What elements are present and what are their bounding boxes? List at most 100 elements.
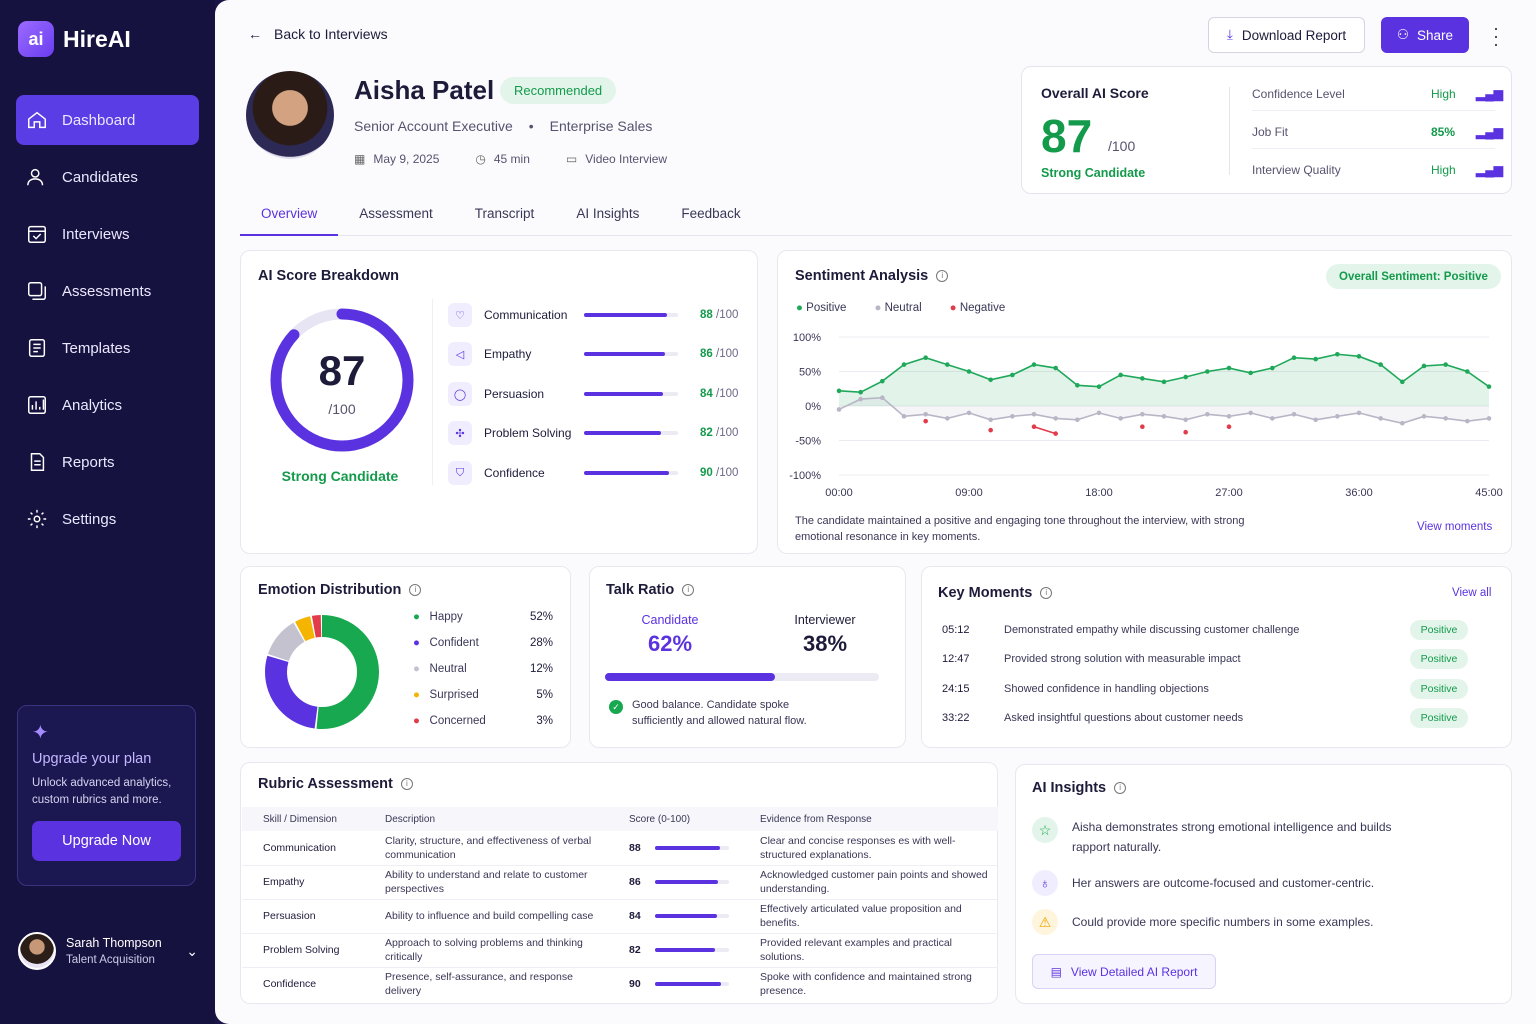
logo[interactable]: ai HireAI xyxy=(18,21,131,57)
user-profile[interactable]: Sarah Thompson Talent Acquisition ⌄ xyxy=(18,932,198,970)
card-title: Emotion Distribution i xyxy=(258,582,422,598)
score-label: Empathy xyxy=(484,347,532,361)
score-value: 84 /100 xyxy=(700,388,738,400)
moment-time: 05:12 xyxy=(942,623,970,636)
positive-point xyxy=(1270,365,1275,371)
column-header: Skill / Dimension xyxy=(242,807,364,831)
neutral-point xyxy=(1313,417,1318,423)
score-cell: 88 xyxy=(608,831,739,866)
user-role: Talent Acquisition xyxy=(66,954,155,966)
table-row: Empathy Ability to understand and relate… xyxy=(242,865,998,900)
info-icon[interactable]: i xyxy=(936,270,949,283)
info-icon[interactable]: i xyxy=(400,778,413,791)
neutral-point xyxy=(1421,414,1427,419)
metric-label: Job Fit xyxy=(1252,125,1289,139)
metric-label: Confidence Level xyxy=(1252,87,1345,101)
share-button[interactable]: ⚇ Share xyxy=(1381,17,1469,53)
description-cell: Approach to solving problems and thinkin… xyxy=(364,933,608,968)
view-detailed-report-button[interactable]: ▤ View Detailed AI Report xyxy=(1032,954,1216,989)
positive-point xyxy=(988,377,993,383)
share-label: Share xyxy=(1417,27,1454,43)
legend-label: Negative xyxy=(959,302,1006,314)
talk-ratio-card: Talk Ratio i Candidate 62% Interviewer 38… xyxy=(589,566,906,748)
sidebar-item-assessments[interactable]: Assessments xyxy=(16,266,199,316)
interview-meta: ▦ May 9, 2025 ◷ 45 min ▭ Video Interview xyxy=(354,152,667,166)
score-row-communication: ♡ Communication 88 /100 xyxy=(448,303,748,327)
emotion-value: 12% xyxy=(529,663,553,675)
sidebar-item-templates[interactable]: Templates xyxy=(16,323,199,373)
negative-point xyxy=(988,427,993,433)
separator-dot: • xyxy=(528,118,534,134)
list-item[interactable]: 12:47 Provided strong solution with measu… xyxy=(942,644,1478,673)
sidebar-item-candidates[interactable]: Candidates xyxy=(16,152,199,202)
y-tick-label: -50% xyxy=(795,436,821,448)
score-number: 90 xyxy=(629,978,641,991)
view-all-link[interactable]: View all xyxy=(1452,587,1492,599)
check-icon: ✓ xyxy=(609,700,623,714)
tab-ai-insights[interactable]: AI Insights xyxy=(576,206,640,221)
moment-time: 24:15 xyxy=(942,682,970,695)
info-icon[interactable]: i xyxy=(682,584,695,597)
back-link[interactable]: ← Back to Interviews xyxy=(248,26,388,42)
neutral-point xyxy=(1118,416,1123,421)
positive-point xyxy=(1465,369,1470,374)
candidate-label: Candidate xyxy=(641,613,699,627)
score-number: 84 xyxy=(629,910,641,922)
negative-point xyxy=(1031,424,1037,429)
metric-job-fit: Job Fit 85% ▂▄▆ xyxy=(1252,125,1503,149)
metric-value: High xyxy=(1431,87,1456,101)
score-number: 84 xyxy=(700,388,713,400)
document-icon: ▤ xyxy=(1050,964,1062,979)
sidebar-item-analytics[interactable]: Analytics xyxy=(16,380,199,430)
upgrade-now-button[interactable]: Upgrade Now xyxy=(32,821,181,861)
list-item[interactable]: 33:22 Asked insightful questions about cu… xyxy=(942,703,1478,732)
insight-text: Aisha demonstrates strong emotional inte… xyxy=(1072,820,1392,854)
score-bar xyxy=(584,352,678,356)
talk-ratio-bar xyxy=(605,673,879,681)
chevron-down-icon[interactable]: ⌄ xyxy=(186,942,198,959)
emotion-card: Emotion Distribution i ● Happy 52% ● Confi… xyxy=(240,566,571,748)
positive-point xyxy=(1248,370,1253,376)
score-number: 82 xyxy=(629,944,641,956)
description-cell: Presence, self-assurance, and response d… xyxy=(385,971,573,998)
legend-label: Positive xyxy=(806,302,847,314)
moment-tag: Positive xyxy=(1410,619,1468,640)
score-number: 86 xyxy=(629,876,641,888)
tab-assessment[interactable]: Assessment xyxy=(359,206,433,221)
list-item[interactable]: 05:12 Demonstrated empathy while discussi… xyxy=(942,615,1478,644)
info-icon[interactable]: i xyxy=(1040,587,1053,600)
neutral-area xyxy=(839,397,1489,424)
rubric-card: Rubric Assessment i Skill / Dimension Des… xyxy=(240,762,998,1004)
list-item[interactable]: 24:15 Showed confidence in handling objec… xyxy=(942,674,1478,703)
tab-overview[interactable]: Overview xyxy=(240,200,339,236)
neutral-point xyxy=(1205,411,1210,417)
neutral-point xyxy=(858,396,863,402)
avatar xyxy=(18,932,56,970)
positive-area xyxy=(839,354,1489,406)
tab-feedback[interactable]: Feedback xyxy=(681,206,741,221)
sidebar-item-dashboard[interactable]: Dashboard xyxy=(16,95,199,145)
positive-point xyxy=(1226,365,1232,371)
score-cell: 90 xyxy=(608,967,739,1001)
key-moments-card: Key Moments i View all 05:12 Demonstrated … xyxy=(921,566,1512,748)
insights-title: AI Insights xyxy=(1032,780,1107,796)
sidebar-item-label: Interviews xyxy=(62,225,130,243)
info-icon[interactable]: i xyxy=(1114,782,1127,795)
bar-chart-icon: ▂▄▆ xyxy=(1476,125,1503,139)
sidebar-item-reports[interactable]: Reports xyxy=(16,437,199,487)
sidebar-item-settings[interactable]: Settings xyxy=(16,494,199,544)
positive-point xyxy=(1356,354,1362,359)
more-options-icon[interactable]: · · · xyxy=(1493,18,1499,54)
negative-point xyxy=(1140,424,1145,429)
view-moments-link[interactable]: View moments xyxy=(1417,521,1493,533)
sidebar-item-interviews[interactable]: Interviews xyxy=(16,209,199,259)
neutral-point xyxy=(966,410,972,416)
download-report-button[interactable]: ⤓ Download Report xyxy=(1208,17,1365,53)
description-cell: Clarity, structure, and effectiveness of… xyxy=(364,831,608,866)
info-icon[interactable]: i xyxy=(409,584,422,597)
neutral-point xyxy=(1465,418,1470,424)
rubric-table: Skill / Dimension Description Score (0-1… xyxy=(242,807,998,1001)
puzzle-icon: ✣ xyxy=(448,421,472,445)
breakdown-verdict: Strong Candidate xyxy=(281,468,399,484)
tab-transcript[interactable]: Transcript xyxy=(474,206,535,221)
